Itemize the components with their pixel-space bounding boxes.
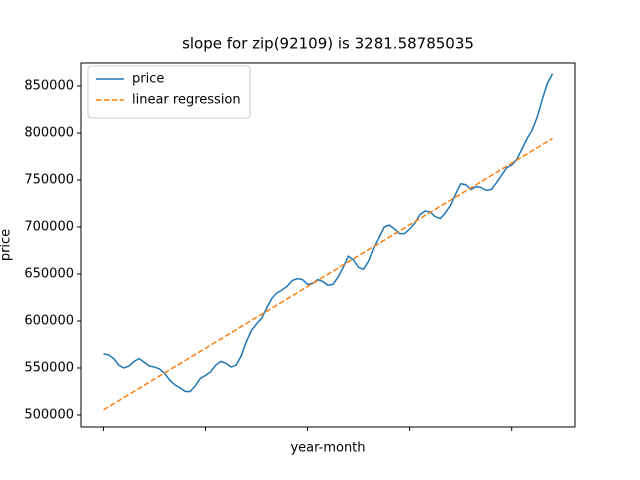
legend-label: linear regression	[132, 93, 241, 108]
legend-label: price	[132, 72, 164, 87]
plot-frame	[80, 62, 576, 428]
y-tick-label: 800000	[24, 126, 74, 141]
legend-box	[87, 65, 251, 119]
y-tick-label: 750000	[24, 173, 74, 188]
x-axis-label: year-month	[290, 441, 365, 456]
legend: price linear regression	[87, 65, 251, 119]
y-tick-label: 650000	[24, 266, 74, 281]
y-tick-label: 850000	[24, 79, 74, 94]
y-tick-label: 500000	[24, 407, 74, 422]
y-tick-label: 550000	[24, 360, 74, 375]
y-axis-label: price	[0, 229, 14, 261]
chart-title: slope for zip(92109) is 3281.58785035	[182, 35, 474, 53]
line-series	[103, 137, 553, 411]
line-series	[103, 73, 554, 393]
y-tick-label: 700000	[24, 220, 74, 235]
y-tick-label: 600000	[24, 313, 74, 328]
